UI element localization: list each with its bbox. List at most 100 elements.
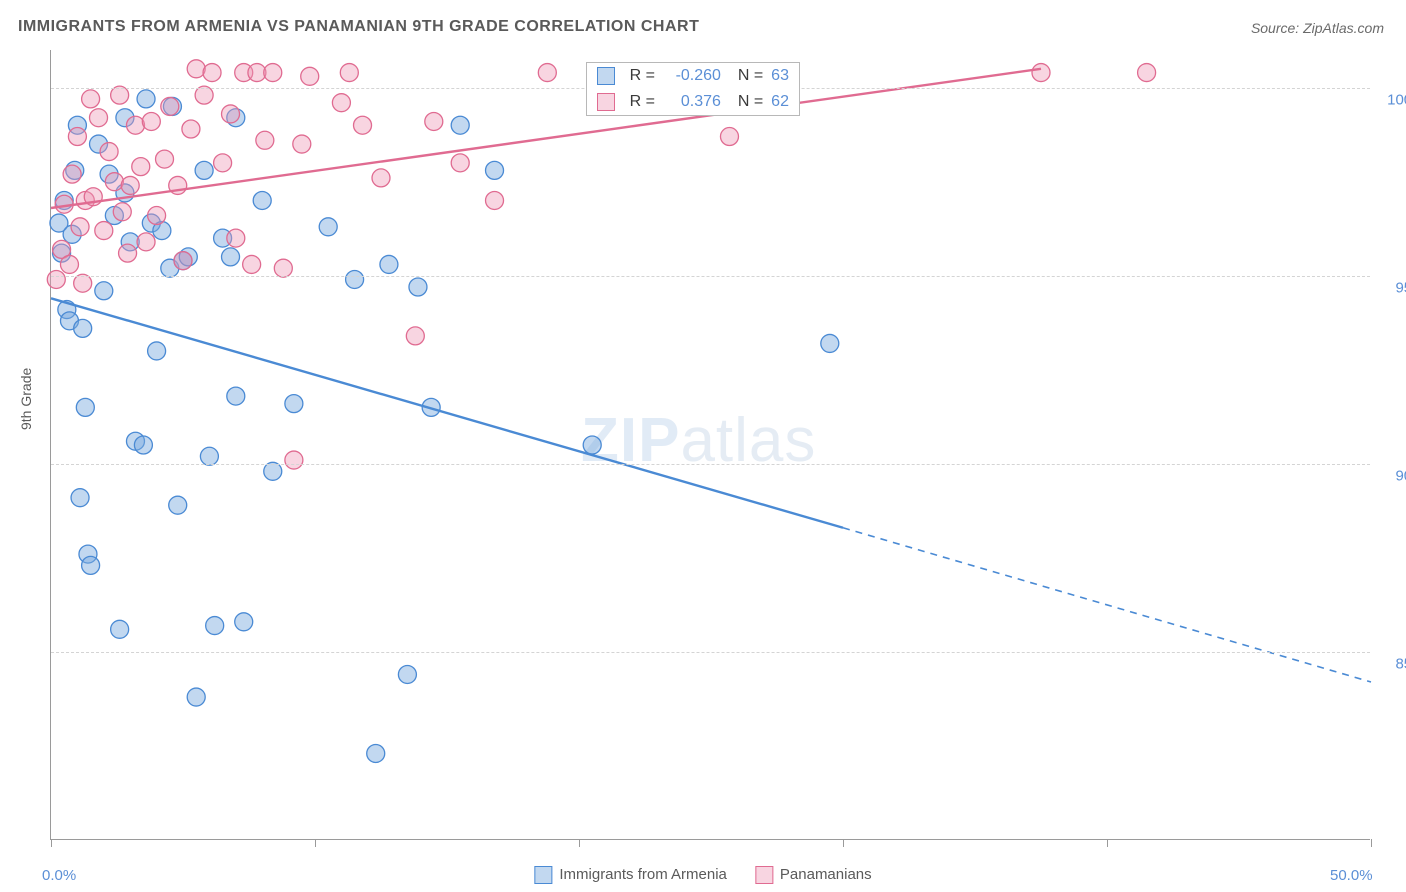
data-point-panama: [274, 259, 292, 277]
x-tick: [843, 839, 844, 847]
legend-swatch-icon: [755, 866, 773, 884]
data-point-panama: [1138, 64, 1156, 82]
stats-n-label: N =: [729, 93, 763, 111]
data-point-panama: [340, 64, 358, 82]
data-point-armenia: [451, 116, 469, 134]
data-point-panama: [126, 116, 144, 134]
data-point-armenia: [821, 334, 839, 352]
data-point-armenia: [367, 744, 385, 762]
data-point-armenia: [82, 556, 100, 574]
legend-label: Panamanians: [780, 866, 872, 883]
data-point-armenia: [74, 319, 92, 337]
data-point-panama: [161, 97, 179, 115]
legend-swatch-icon: [597, 67, 615, 85]
data-point-panama: [222, 105, 240, 123]
data-point-armenia: [76, 398, 94, 416]
data-point-panama: [95, 222, 113, 240]
data-point-panama: [105, 173, 123, 191]
data-point-panama: [227, 229, 245, 247]
data-point-armenia: [583, 436, 601, 454]
source-attribution: Source: ZipAtlas.com: [1251, 20, 1384, 36]
x-tick: [1371, 839, 1372, 847]
data-point-armenia: [137, 90, 155, 108]
y-tick-label: 85.0%: [1395, 655, 1406, 672]
data-point-armenia: [187, 688, 205, 706]
data-point-panama: [264, 64, 282, 82]
data-point-panama: [148, 207, 166, 225]
stats-legend-box: R = -0.260 N = 63R = 0.376 N = 62: [586, 62, 800, 116]
trend-line-armenia: [51, 298, 843, 527]
x-tick-label-max: 50.0%: [1330, 867, 1373, 884]
trend-line-dashed-armenia: [843, 528, 1371, 682]
data-point-panama: [71, 218, 89, 236]
data-point-armenia: [148, 342, 166, 360]
legend-swatch-icon: [534, 866, 552, 884]
stats-r-label: R =: [630, 93, 655, 111]
data-point-panama: [47, 270, 65, 288]
data-point-panama: [372, 169, 390, 187]
y-tick-label: 100.0%: [1387, 91, 1406, 108]
data-point-panama: [243, 255, 261, 273]
data-point-panama: [74, 274, 92, 292]
x-tick: [51, 839, 52, 847]
data-point-panama: [63, 165, 81, 183]
data-point-panama: [121, 176, 139, 194]
legend-swatch-icon: [597, 93, 615, 111]
data-point-panama: [187, 60, 205, 78]
bottom-legend: Immigrants from Armenia Panamanians: [534, 866, 871, 884]
data-point-panama: [256, 131, 274, 149]
data-point-panama: [332, 94, 350, 112]
data-point-panama: [406, 327, 424, 345]
data-point-armenia: [195, 161, 213, 179]
y-tick-label: 90.0%: [1395, 467, 1406, 484]
data-point-panama: [214, 154, 232, 172]
data-point-panama: [82, 90, 100, 108]
gridline: [51, 276, 1370, 277]
gridline: [51, 652, 1370, 653]
data-point-panama: [354, 116, 372, 134]
stats-r-value: 0.376: [663, 93, 721, 111]
data-point-panama: [451, 154, 469, 172]
data-point-panama: [182, 120, 200, 138]
data-point-panama: [301, 67, 319, 85]
x-tick: [315, 839, 316, 847]
data-point-panama: [538, 64, 556, 82]
data-point-panama: [425, 112, 443, 130]
data-point-panama: [68, 128, 86, 146]
stats-n-value: 63: [771, 67, 789, 85]
chart-canvas: [51, 50, 1370, 839]
gridline: [51, 464, 1370, 465]
stats-n-value: 62: [771, 93, 789, 111]
data-point-armenia: [200, 447, 218, 465]
plot-area: ZIPatlas 85.0%90.0%95.0%100.0%R = -0.260…: [50, 50, 1370, 840]
data-point-armenia: [285, 395, 303, 413]
stats-row-panama: R = 0.376 N = 62: [587, 89, 799, 115]
data-point-panama: [203, 64, 221, 82]
stats-r-label: R =: [630, 67, 655, 85]
data-point-armenia: [235, 613, 253, 631]
data-point-armenia: [346, 270, 364, 288]
data-point-armenia: [222, 248, 240, 266]
legend-label: Immigrants from Armenia: [559, 866, 727, 883]
y-tick-label: 95.0%: [1395, 279, 1406, 296]
chart-title: IMMIGRANTS FROM ARMENIA VS PANAMANIAN 9T…: [18, 18, 699, 36]
legend-item-panama: Panamanians: [755, 866, 872, 884]
data-point-panama: [195, 86, 213, 104]
stats-row-armenia: R = -0.260 N = 63: [587, 63, 799, 89]
x-tick-label-min: 0.0%: [42, 867, 76, 884]
legend-item-armenia: Immigrants from Armenia: [534, 866, 727, 884]
data-point-panama: [132, 158, 150, 176]
data-point-armenia: [111, 620, 129, 638]
data-point-armenia: [227, 387, 245, 405]
stats-r-value: -0.260: [663, 67, 721, 85]
data-point-panama: [113, 203, 131, 221]
data-point-panama: [486, 191, 504, 209]
data-point-panama: [142, 112, 160, 130]
x-tick: [579, 839, 580, 847]
data-point-panama: [90, 109, 108, 127]
data-point-armenia: [253, 191, 271, 209]
data-point-armenia: [398, 665, 416, 683]
data-point-armenia: [71, 489, 89, 507]
data-point-armenia: [206, 617, 224, 635]
data-point-armenia: [319, 218, 337, 236]
